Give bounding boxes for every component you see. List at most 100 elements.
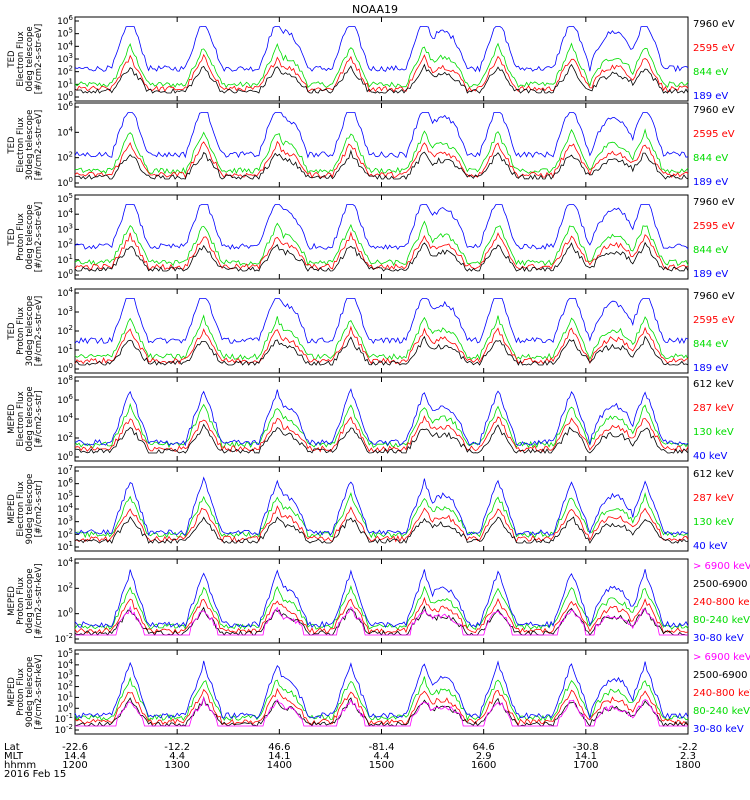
y-tick-label: 103 (57, 669, 73, 682)
x-tick-mlt: 2.3 (680, 751, 696, 762)
x-axis-row-label: MLT (4, 751, 24, 762)
series-trace (74, 505, 689, 543)
y-tick-label: 104 (57, 207, 73, 220)
series-trace (75, 696, 688, 727)
legend-entry: 240-800 ke (693, 597, 750, 608)
series-trace (74, 241, 689, 272)
y-axis-label-line: Electron Flux (16, 31, 26, 86)
series-trace (74, 687, 689, 726)
panel-3: 105 104 103 102 101 100 TED Proton Flux 0deg tel… (7, 192, 735, 281)
y-tick-label: 106 (57, 14, 73, 27)
y-axis-label-line: [#/cm2-s-str-eV] (34, 202, 44, 272)
legend-entry: 844 eV (693, 245, 728, 256)
legend-entry: 40 keV (693, 451, 727, 462)
panel-frame (74, 288, 689, 374)
y-tick-label: 100 (57, 450, 73, 463)
y-tick-label: 105 (57, 647, 73, 660)
y-tick-label: 101 (57, 77, 73, 90)
series-trace (74, 63, 689, 94)
legend-entry: 189 eV (693, 91, 728, 102)
y-tick-label: 103 (57, 515, 73, 528)
legend-entry: 189 eV (693, 269, 728, 280)
x-tick-hhmm: 1600 (471, 760, 496, 771)
y-tick-label: 102 (57, 238, 73, 251)
series-trace (74, 314, 689, 361)
x-axis-row-label: Lat (4, 742, 20, 753)
legend-entry: 2500-6900 (693, 579, 748, 590)
y-axis-label-line: Proton Flux (16, 577, 26, 625)
x-tick-lat: -30.8 (573, 742, 599, 753)
x-tick-hhmm: 1400 (267, 760, 292, 771)
y-axis-label-line: MEPED (7, 494, 17, 524)
y-axis-label-line: Proton Flux (16, 213, 26, 261)
y-axis-label-line: Electron Flux (16, 481, 26, 536)
x-tick-hhmm: 1300 (164, 760, 189, 771)
x-tick-mlt: 14.4 (64, 751, 86, 762)
series-trace (74, 53, 689, 93)
y-axis-label-line: 30deg telescope (25, 110, 35, 181)
series-trace (74, 388, 689, 447)
panel-frame (74, 466, 689, 552)
series-trace (74, 231, 689, 271)
series-trace (74, 569, 689, 629)
x-tick-hhmm: 1700 (573, 760, 598, 771)
y-tick-label: 104 (57, 658, 73, 671)
y-tick-label: 106 (57, 393, 73, 406)
y-tick-label: 103 (57, 305, 73, 318)
legend-entry: 130 keV (693, 427, 734, 438)
y-axis-label-line: Electron Flux (16, 391, 26, 446)
series-trace (74, 335, 689, 366)
x-tick-lat: 46.6 (268, 742, 290, 753)
panel-frame (74, 102, 689, 188)
series-trace (74, 325, 689, 365)
legend-entry: 30-80 keV (693, 633, 744, 644)
legend-entry: 7960 eV (693, 105, 735, 116)
y-axis-label-line: [#/cm2-s-str] (34, 391, 44, 448)
y-axis-label-line: Electron Flux (16, 117, 26, 172)
y-axis-label-line: 30deg telescope (25, 296, 35, 367)
panel-2: 106 104 102 100 TED Electron Flux 30deg telesc… (7, 100, 735, 189)
y-tick-label: 101 (57, 690, 73, 703)
x-tick-mlt: 4.4 (374, 751, 390, 762)
y-axis-label-line: 0deg telescope (25, 386, 35, 451)
legend-entry: 2595 eV (693, 221, 735, 232)
y-tick-label: 103 (57, 52, 73, 65)
series-trace (74, 516, 689, 544)
y-tick-label: 106 (57, 100, 73, 113)
y-tick-label: 104 (57, 502, 73, 515)
legend-entry: 844 eV (693, 339, 728, 350)
legend-entry: 612 keV (693, 379, 734, 390)
y-tick-label: 102 (57, 324, 73, 337)
series-trace (74, 298, 689, 345)
y-axis-label-line: MEPED (7, 586, 17, 616)
panel-frame (74, 558, 689, 644)
y-tick-label: 108 (57, 374, 73, 387)
x-tick-lat: -81.4 (369, 742, 395, 753)
x-tick-lat: -22.6 (62, 742, 88, 753)
y-tick-label: 101 (57, 343, 73, 356)
y-axis-label-line: [#/cm2-s-str-keV] (34, 655, 44, 730)
y-tick-label: 102 (57, 431, 73, 444)
y-tick-label: 101 (57, 253, 73, 266)
y-tick-label: 10-2 (55, 632, 73, 645)
x-tick-hhmm: 1200 (62, 760, 87, 771)
y-axis-label-line: Proton Flux (16, 307, 26, 355)
y-tick-label: 102 (57, 581, 73, 594)
series-trace (74, 26, 689, 73)
y-tick-label: 10-2 (55, 723, 73, 736)
series-trace (74, 112, 689, 159)
y-tick-label: 100 (57, 362, 73, 375)
x-tick-lat: -2.2 (678, 742, 698, 753)
y-axis-label-line: [#/cm2-s-str-eV] (34, 24, 44, 94)
panel-4: 104 103 102 101 100 TED Proton Flux 30deg teles… (7, 286, 735, 375)
legend-entry: 7960 eV (693, 197, 735, 208)
x-axis-row-label: 2016 Feb 15 (4, 769, 66, 780)
series-trace (74, 204, 689, 251)
legend-entry: 287 keV (693, 493, 734, 504)
legend-entry: 189 eV (693, 177, 728, 188)
y-axis-label-line: [#/cm2-s-str-eV] (34, 110, 44, 180)
y-tick-label: 100 (57, 607, 73, 620)
series-trace (74, 660, 689, 720)
legend-entry: 40 keV (693, 541, 727, 552)
